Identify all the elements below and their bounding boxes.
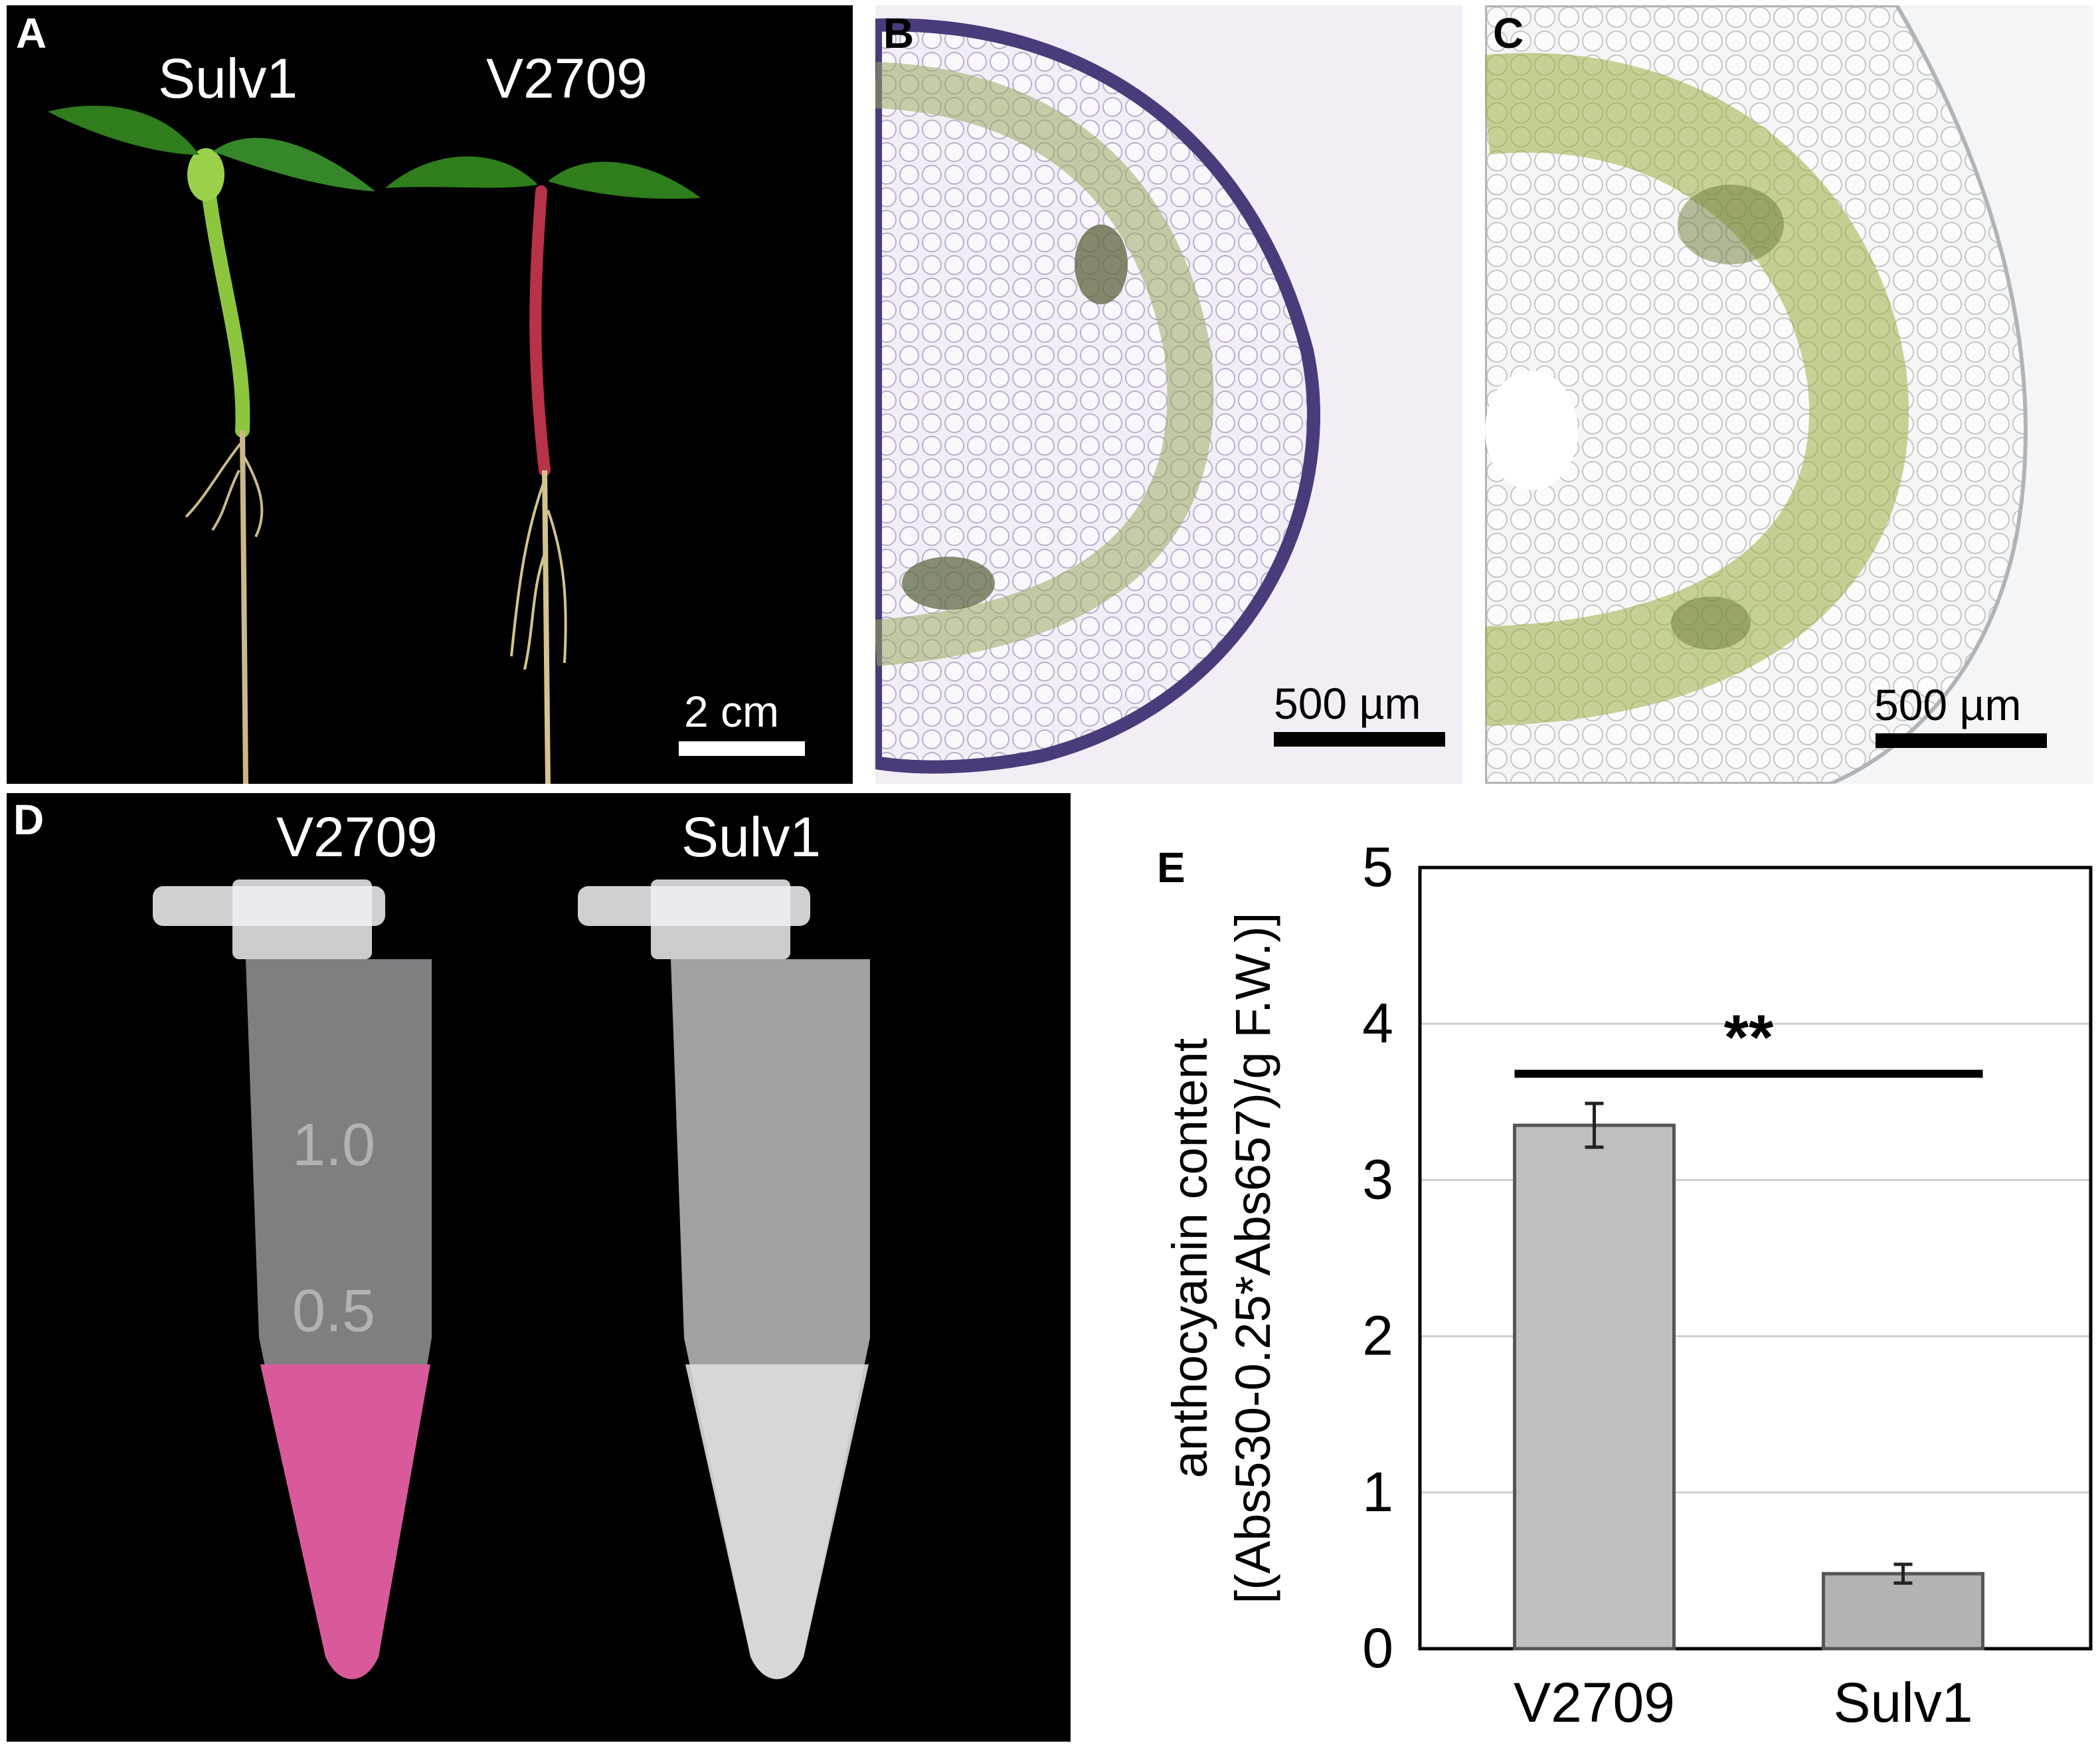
significance-label: ** (1724, 1002, 1774, 1073)
seedling-sulv1 (48, 106, 375, 784)
seedlings-photo (48, 106, 701, 784)
section-b-image (875, 18, 1320, 774)
tube-label-sulv1: Sulv1 (681, 806, 822, 868)
panel-label-b: B (883, 9, 915, 57)
scale-bar-b (1274, 732, 1445, 747)
seedling-v2709 (385, 156, 701, 784)
sample-label-v2709: V2709 (486, 47, 648, 110)
panel-label-c: C (1493, 9, 1524, 57)
panel-b: B 500 µm (875, 5, 1462, 784)
bar-sulv1 (1822, 1572, 1984, 1651)
anthocyanin-bar-chart: 0 1 2 3 4 5 V2709 Sulv1 ** anthocyanin content [(A… (1162, 836, 2093, 1734)
panel-e: E 0 1 2 3 4 5 V2709 Sulv1 ** anthocyanin content[… (1071, 793, 2100, 1745)
x-tick-label: Sulv1 (1833, 1671, 1972, 1734)
tube-mark-0-5: 0.5 (292, 1278, 375, 1344)
section-c-image (1485, 5, 2028, 784)
y-tick-label: 2 (1362, 1305, 1393, 1367)
y-tick-label: 3 (1362, 1148, 1393, 1210)
tube-mark-1-0: 1.0 (292, 1112, 375, 1178)
scale-label-a: 2 cm (684, 687, 780, 736)
panel-label-d: D (13, 796, 44, 844)
scale-label-b: 500 µm (1274, 679, 1421, 728)
tube-label-v2709: V2709 (276, 806, 438, 868)
scale-label-c: 500 µm (1874, 680, 2022, 729)
x-tick-label: V2709 (1514, 1671, 1675, 1734)
scale-bar-a (679, 741, 805, 756)
y-tick-label: 0 (1362, 1617, 1393, 1679)
panel-c: C 500 µm (1485, 5, 2093, 784)
tube-sulv1 (578, 879, 870, 1679)
panel-a: A Sulv1 V2709 2 cm (7, 5, 853, 784)
plot-frame (1418, 866, 2093, 1651)
panel-d: 1.0 0.5 D V2709 Sulv1 (7, 793, 1071, 1742)
y-tick-label: 5 (1362, 836, 1393, 898)
y-tick-label: 4 (1362, 992, 1393, 1054)
y-axis-label-line1: anthocyanin content (1162, 1038, 1217, 1478)
y-axis-label-line2: [(Abs530-0.25*Abs657)/g F.W.)] (1225, 913, 1280, 1604)
bar-v2709 (1513, 1123, 1676, 1651)
panel-label-e: E (1157, 844, 1185, 891)
tube-v2709: 1.0 0.5 (153, 879, 432, 1679)
tubes-photo: 1.0 0.5 (153, 879, 870, 1679)
scale-bar-c (1876, 733, 2047, 748)
sample-label-sulv1: Sulv1 (158, 47, 298, 110)
y-tick-label: 1 (1362, 1461, 1393, 1523)
panel-label-a: A (16, 9, 47, 57)
